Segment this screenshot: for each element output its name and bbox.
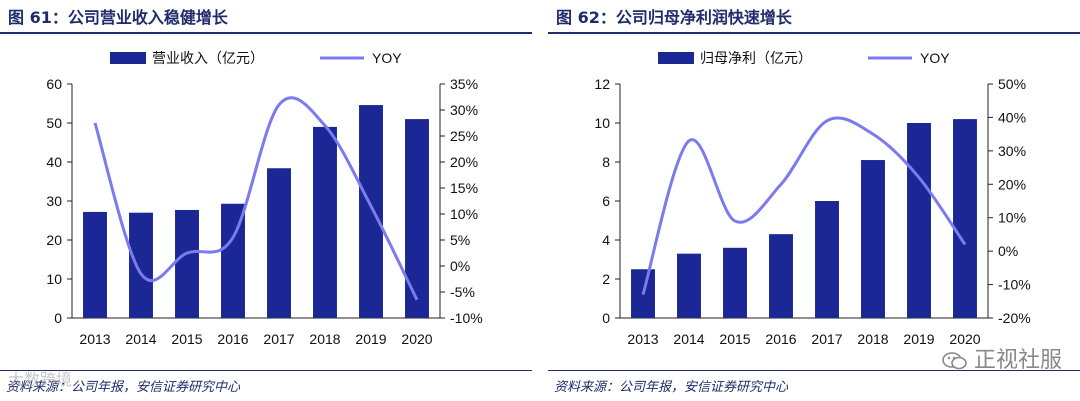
x-tick-label: 2014 [125, 331, 156, 347]
y-left-tick-label: 60 [46, 76, 62, 92]
y-right-tick-label: 5% [450, 232, 470, 248]
legend: 归母净利（亿元） YOY [658, 50, 950, 66]
y-left-tick-label: 12 [594, 76, 610, 92]
x-tick-label: 2018 [309, 331, 340, 347]
y-right-tick-label: 50% [998, 76, 1026, 92]
y-right-tick-label: 0% [450, 258, 470, 274]
legend-label-line: YOY [920, 50, 950, 66]
x-tick-label: 2020 [949, 331, 980, 347]
chart-panel-net-profit: 图 62：公司归母净利润快速增长 归母净利（亿元） YOY 0 2 4 6 8 10 12 -20… [548, 0, 1080, 401]
y-left-tick-label: 2 [602, 271, 610, 287]
title-divider [0, 32, 532, 34]
y-left-tick-label: 8 [602, 154, 610, 170]
bar-2014 [129, 212, 153, 318]
x-tick-label: 2019 [903, 331, 934, 347]
wechat-icon [942, 352, 967, 370]
chart-panel-revenue: 图 61：公司营业收入稳健增长 营业收入（亿元） YOY 0 10 20 30 40 50 60… [0, 0, 532, 401]
y-right-tick-label: 30% [998, 143, 1026, 159]
y-right-tick-label: 40% [998, 109, 1026, 125]
y-right-tick-label: -5% [450, 284, 475, 300]
source-note: 资料来源：公司年报，安信证券研究中心 [6, 380, 241, 395]
legend-swatch-bar [658, 52, 694, 64]
bar-2017 [267, 168, 291, 318]
y-right-tick-label: 20% [450, 154, 478, 170]
y-left-tick-label: 10 [46, 271, 62, 287]
bar-2017 [815, 201, 839, 318]
x-tick-label: 2016 [217, 331, 248, 347]
bar-2020 [405, 119, 429, 318]
bar-2014 [677, 253, 701, 318]
bar-2019 [907, 123, 931, 318]
x-tick-label: 2020 [401, 331, 432, 347]
x-tick-label: 2013 [79, 331, 110, 347]
y-right-tick-label: 15% [450, 180, 478, 196]
y-left-tick-label: 0 [602, 310, 610, 326]
y-right-tick-label: 10% [998, 210, 1026, 226]
y-left-tick-label: 20 [46, 232, 62, 248]
x-tick-label: 2015 [171, 331, 202, 347]
title-divider [548, 32, 1080, 34]
y-left-tick-label: 4 [602, 232, 610, 248]
revenue-chart: 营业收入（亿元） YOY 0 10 20 30 40 50 60 -10% -5% 0% 5% 10% 15… [46, 50, 483, 347]
y-left-tick-label: 0 [54, 310, 62, 326]
y-right-tick-label: -10% [450, 310, 483, 326]
legend-label-bar: 归母净利（亿元） [700, 50, 812, 66]
y-left-tick-label: 30 [46, 193, 62, 209]
legend-label-line: YOY [372, 50, 402, 66]
source-divider [0, 370, 532, 371]
bar-2015 [175, 209, 199, 318]
x-tick-label: 2013 [627, 331, 658, 347]
x-tick-label: 2016 [765, 331, 796, 347]
y-right-tick-label: 20% [998, 176, 1026, 192]
watermark-left: 大数跨境 [8, 370, 73, 389]
figure-title: 图 61：公司营业收入稳健增长 [8, 8, 228, 27]
bar-2013 [83, 211, 107, 318]
y-right-tick-label: 0% [998, 243, 1018, 259]
y-right-tick-label: 30% [450, 102, 478, 118]
net-profit-chart: 归母净利（亿元） YOY 0 2 4 6 8 10 12 -20% -10% 0% 10% 20% 30% 4… [594, 50, 1031, 347]
x-tick-label: 2018 [857, 331, 888, 347]
y-right-tick-label: -10% [998, 277, 1031, 293]
y-left-tick-label: 50 [46, 115, 62, 131]
source-note: 资料来源：公司年报，安信证券研究中心 [554, 380, 789, 395]
y-right-tick-label: 25% [450, 128, 478, 144]
bar-2016 [769, 234, 793, 318]
y-left-tick-label: 6 [602, 193, 610, 209]
legend-swatch-bar [110, 52, 146, 64]
legend: 营业收入（亿元） YOY [110, 50, 402, 66]
y-left-tick-label: 40 [46, 154, 62, 170]
source-divider [548, 370, 1080, 371]
y-left-tick-label: 10 [594, 115, 610, 131]
x-tick-label: 2017 [811, 331, 842, 347]
bar-2018 [861, 160, 885, 318]
legend-label-bar: 营业收入（亿元） [152, 50, 264, 66]
bar-2015 [723, 247, 747, 318]
watermark-right-text: 正视社服 [973, 348, 1062, 373]
figure-title: 图 62：公司归母净利润快速增长 [556, 8, 792, 27]
x-tick-label: 2017 [263, 331, 294, 347]
x-tick-label: 2014 [673, 331, 704, 347]
x-tick-label: 2019 [355, 331, 386, 347]
y-right-tick-label: -20% [998, 310, 1031, 326]
bar-2019 [359, 105, 383, 318]
bar-2016 [221, 203, 245, 318]
watermark-right: 正视社服 [942, 342, 1062, 374]
y-right-tick-label: 35% [450, 76, 478, 92]
y-right-tick-label: 10% [450, 206, 478, 222]
bar-2020 [953, 119, 977, 318]
x-tick-label: 2015 [719, 331, 750, 347]
bar-2018 [313, 126, 337, 319]
